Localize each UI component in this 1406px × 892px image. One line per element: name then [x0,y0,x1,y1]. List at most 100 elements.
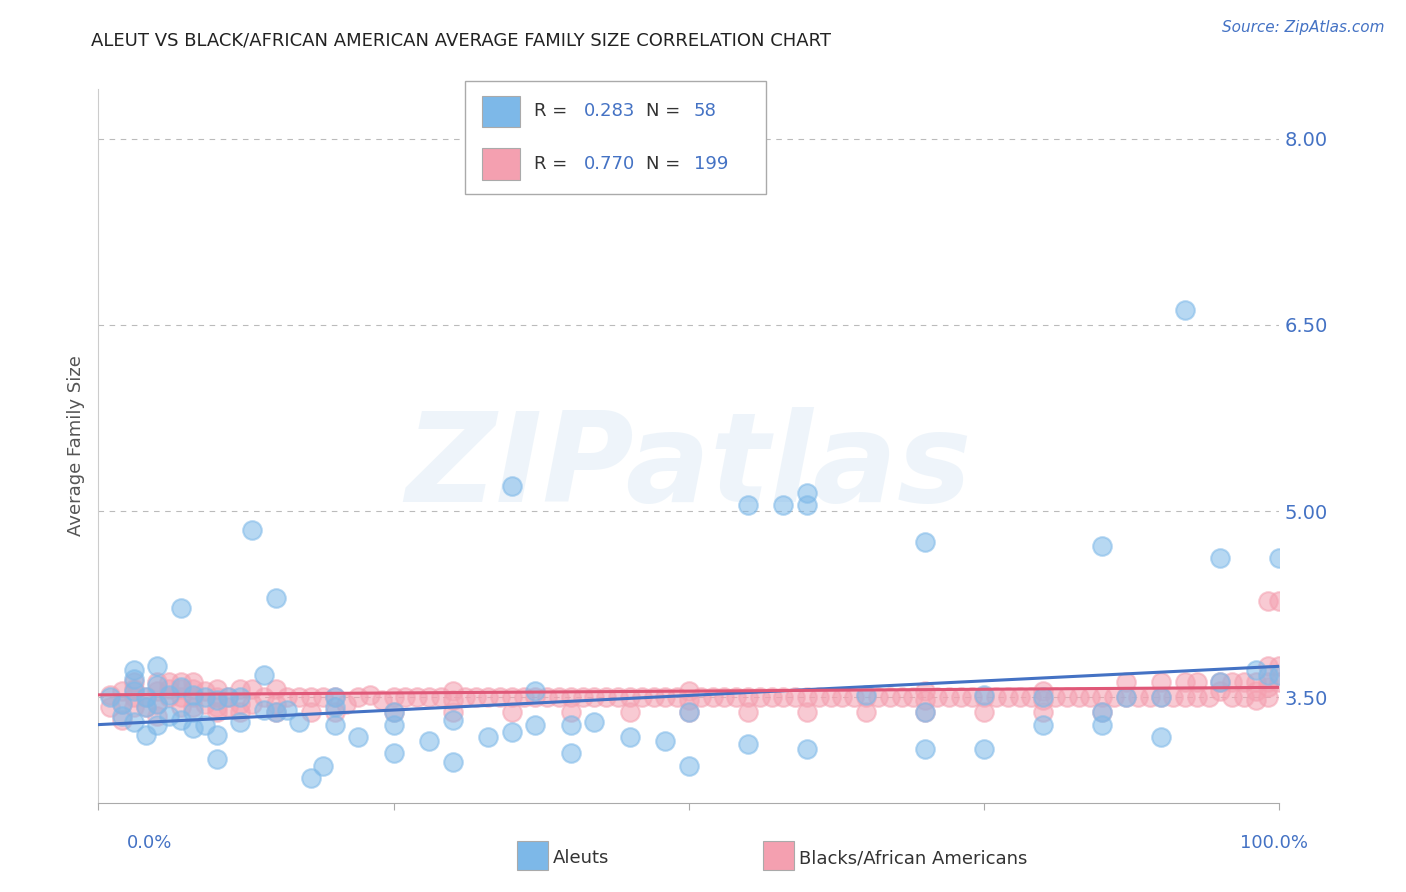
Point [441,713,464,727]
Point [111,713,134,727]
Point [1091,705,1114,719]
Point [371,693,394,707]
Point [702,690,724,705]
Point [583,690,606,705]
Point [1032,717,1054,731]
Point [1115,690,1137,705]
Point [737,705,759,719]
Point [394,690,416,705]
Point [205,700,228,714]
Point [288,690,311,705]
Point [1268,668,1291,682]
Point [1257,668,1279,682]
Text: 100.0%: 100.0% [1240,834,1308,852]
Point [678,705,700,719]
Point [1139,690,1161,705]
Point [678,693,700,707]
Point [1244,663,1267,677]
Point [501,479,523,493]
Point [135,700,157,714]
Point [984,690,1007,705]
Point [1174,690,1197,705]
Point [678,684,700,698]
Point [194,684,217,698]
Point [1268,551,1291,566]
Point [170,681,193,696]
Point [807,690,830,705]
Point [914,705,936,719]
Point [560,746,582,760]
Point [157,690,180,705]
Point [170,601,193,615]
Point [229,715,252,730]
Text: N =: N = [647,155,686,173]
Point [264,681,287,696]
Point [737,738,759,752]
Y-axis label: Average Family Size: Average Family Size [66,356,84,536]
Point [299,771,322,785]
Point [489,690,512,705]
Point [122,675,145,690]
Point [264,705,287,719]
Point [323,690,346,705]
Point [181,675,204,690]
Text: Blacks/African Americans: Blacks/African Americans [799,849,1026,867]
Point [1115,690,1137,705]
Point [761,690,783,705]
Point [914,535,936,549]
Text: 58: 58 [693,103,717,120]
Point [796,498,818,512]
Point [1209,551,1232,566]
Point [205,752,228,766]
Point [844,690,866,705]
Text: 199: 199 [693,155,728,173]
Point [524,717,547,731]
Point [1209,675,1232,690]
Point [382,746,405,760]
Point [194,697,217,711]
Point [98,700,121,714]
Point [217,690,239,705]
Point [607,690,630,705]
Point [122,663,145,677]
Point [312,758,335,772]
Text: Source: ZipAtlas.com: Source: ZipAtlas.com [1222,20,1385,35]
Point [772,498,794,512]
Point [914,684,936,698]
Point [170,681,193,695]
Point [772,690,794,705]
Point [1233,690,1256,705]
Point [925,690,948,705]
Point [453,690,475,705]
Point [299,690,322,705]
Text: ALEUT VS BLACK/AFRICAN AMERICAN AVERAGE FAMILY SIZE CORRELATION CHART: ALEUT VS BLACK/AFRICAN AMERICAN AVERAGE … [91,31,831,49]
Point [170,675,193,690]
Point [855,688,877,702]
Point [524,684,547,698]
Point [1209,684,1232,698]
Point [1150,675,1173,690]
Point [229,681,252,696]
Point [1067,690,1090,705]
Point [111,709,134,723]
Point [713,690,735,705]
Point [229,697,252,711]
Point [1080,690,1102,705]
Text: 0.0%: 0.0% [127,834,172,852]
Point [430,690,453,705]
Point [1198,690,1220,705]
Point [903,690,925,705]
Point [323,717,346,731]
Point [253,668,276,682]
Point [382,705,405,719]
Text: R =: R = [534,103,574,120]
Point [477,730,499,744]
Point [477,690,499,705]
Point [170,713,193,727]
Point [748,690,770,705]
FancyBboxPatch shape [482,148,520,180]
Text: Aleuts: Aleuts [553,849,609,867]
Point [973,688,995,702]
Point [796,690,818,705]
Point [866,690,889,705]
